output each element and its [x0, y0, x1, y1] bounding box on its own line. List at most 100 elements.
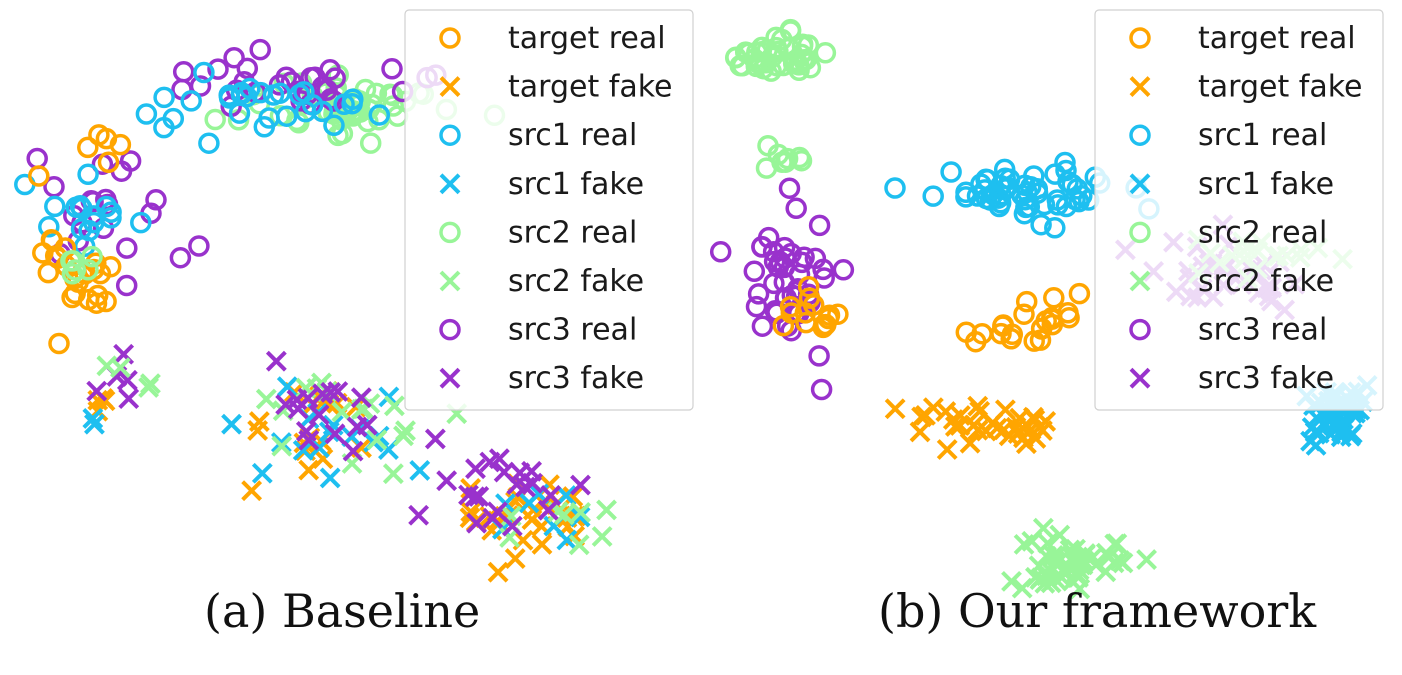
point-target-real: [798, 287, 821, 309]
point-src3-fake: [424, 428, 446, 450]
point-src3-fake: [116, 369, 138, 391]
point-target-real: [955, 321, 978, 343]
point-src1-real: [262, 84, 285, 106]
point-target-fake: [967, 395, 989, 417]
point-target-fake: [911, 406, 933, 428]
point-src1-real: [293, 81, 315, 103]
point-src3-real: [116, 237, 138, 259]
point-src1-fake: [1305, 434, 1327, 456]
point-src2-fake: [1037, 532, 1059, 554]
point-src2-real: [60, 250, 82, 272]
point-src2-real: [814, 42, 837, 64]
point-src1-fake: [556, 529, 578, 551]
point-target-fake: [884, 398, 906, 420]
point-src1-fake: [1315, 414, 1337, 436]
point-src2-real: [791, 33, 814, 55]
legend-label-src1-fake: src1 fake: [508, 167, 644, 202]
legend-label-target-fake: target fake: [1198, 70, 1362, 105]
point-src1-real: [922, 185, 944, 207]
legend-marker-src3-fake: [1129, 367, 1151, 389]
point-src2-real: [767, 40, 789, 63]
point-src2-fake: [1075, 543, 1096, 564]
point-src2-fake: [395, 420, 416, 442]
point-target-real: [1013, 303, 1035, 325]
point-src2-fake: [591, 526, 613, 547]
point-src3-real: [169, 246, 192, 269]
point-src1-real: [153, 116, 175, 139]
point-src1-real: [994, 167, 1016, 190]
point-src1-fake: [270, 432, 292, 454]
point-src2-fake: [568, 534, 590, 556]
point-target-real: [1057, 302, 1079, 324]
point-target-fake: [521, 509, 543, 530]
legend-marker-src1-real: [439, 124, 461, 146]
point-src2-real: [746, 41, 768, 63]
point-src3-fake: [570, 474, 591, 496]
point-target-real: [779, 295, 802, 318]
point-src3-real: [773, 236, 796, 259]
legend-marker-src2-fake: [1129, 270, 1151, 292]
point-src1-real: [38, 216, 60, 238]
point-src1-real: [940, 161, 962, 183]
point-target-fake: [247, 419, 269, 441]
point-src3-real: [188, 235, 210, 257]
point-target-fake: [487, 561, 509, 583]
point-target-real: [97, 151, 120, 174]
point-src2-real: [359, 132, 382, 154]
point-target-real: [64, 282, 86, 305]
point-src3-fake: [350, 387, 372, 409]
legend-label-src1-real: src1 real: [1198, 118, 1327, 153]
point-src3-fake: [356, 414, 378, 436]
point-src3-real: [813, 267, 835, 289]
point-src3-real: [832, 259, 855, 281]
point-target-real: [827, 303, 849, 325]
point-src1-real: [982, 183, 1004, 206]
point-src1-real: [323, 114, 345, 137]
point-src1-fake: [555, 485, 577, 506]
point-target-real: [1043, 287, 1065, 309]
point-src3-fake: [465, 458, 486, 480]
point-src3-fake: [506, 474, 528, 495]
legend-label-src2-real: src2 real: [508, 215, 637, 250]
legend-marker-src2-fake: [439, 270, 461, 292]
point-src2-fake: [382, 463, 404, 485]
legend-marker-src3-real: [1129, 318, 1151, 341]
point-target-real: [1001, 323, 1024, 346]
point-src3-fake: [286, 389, 308, 411]
point-src1-real: [198, 132, 220, 154]
point-src3-real: [26, 147, 48, 170]
point-src3-real: [747, 283, 770, 305]
point-src2-fake: [109, 357, 131, 379]
legend-frame: [1094, 9, 1384, 411]
point-src2-fake: [1049, 524, 1071, 546]
legend-marker-src3-fake: [439, 367, 461, 389]
point-target-real: [772, 314, 795, 337]
point-src2-real: [204, 108, 226, 131]
point-src2-real: [774, 151, 797, 173]
point-src2-fake: [1032, 517, 1054, 539]
point-target-real: [77, 136, 99, 159]
legend-label-src3-fake: src3 fake: [1198, 361, 1334, 396]
point-target-fake: [993, 419, 1015, 441]
point-target-fake: [241, 480, 263, 502]
point-src3-real: [172, 61, 195, 83]
point-src3-fake: [501, 515, 523, 537]
point-src1-real: [275, 105, 298, 127]
point-target-fake: [562, 486, 584, 507]
point-target-fake: [1024, 409, 1046, 431]
point-src1-fake: [251, 462, 273, 484]
legend-marker-target-real: [1129, 27, 1151, 49]
point-src3-real: [808, 214, 831, 237]
point-src1-fake: [319, 467, 341, 489]
point-src3-fake: [327, 381, 349, 402]
point-target-fake: [975, 420, 997, 442]
legend-label-src2-fake: src2 fake: [1198, 264, 1334, 299]
point-src2-real: [81, 245, 103, 268]
point-target-real: [1068, 282, 1091, 305]
point-src1-real: [1066, 178, 1089, 200]
legend-label-src3-fake: src3 fake: [508, 361, 644, 396]
legend-label-target-real: target real: [508, 21, 666, 56]
point-src2-fake: [331, 401, 353, 423]
legend-label-src3-real: src3 real: [508, 313, 637, 348]
point-src3-real: [804, 247, 827, 270]
